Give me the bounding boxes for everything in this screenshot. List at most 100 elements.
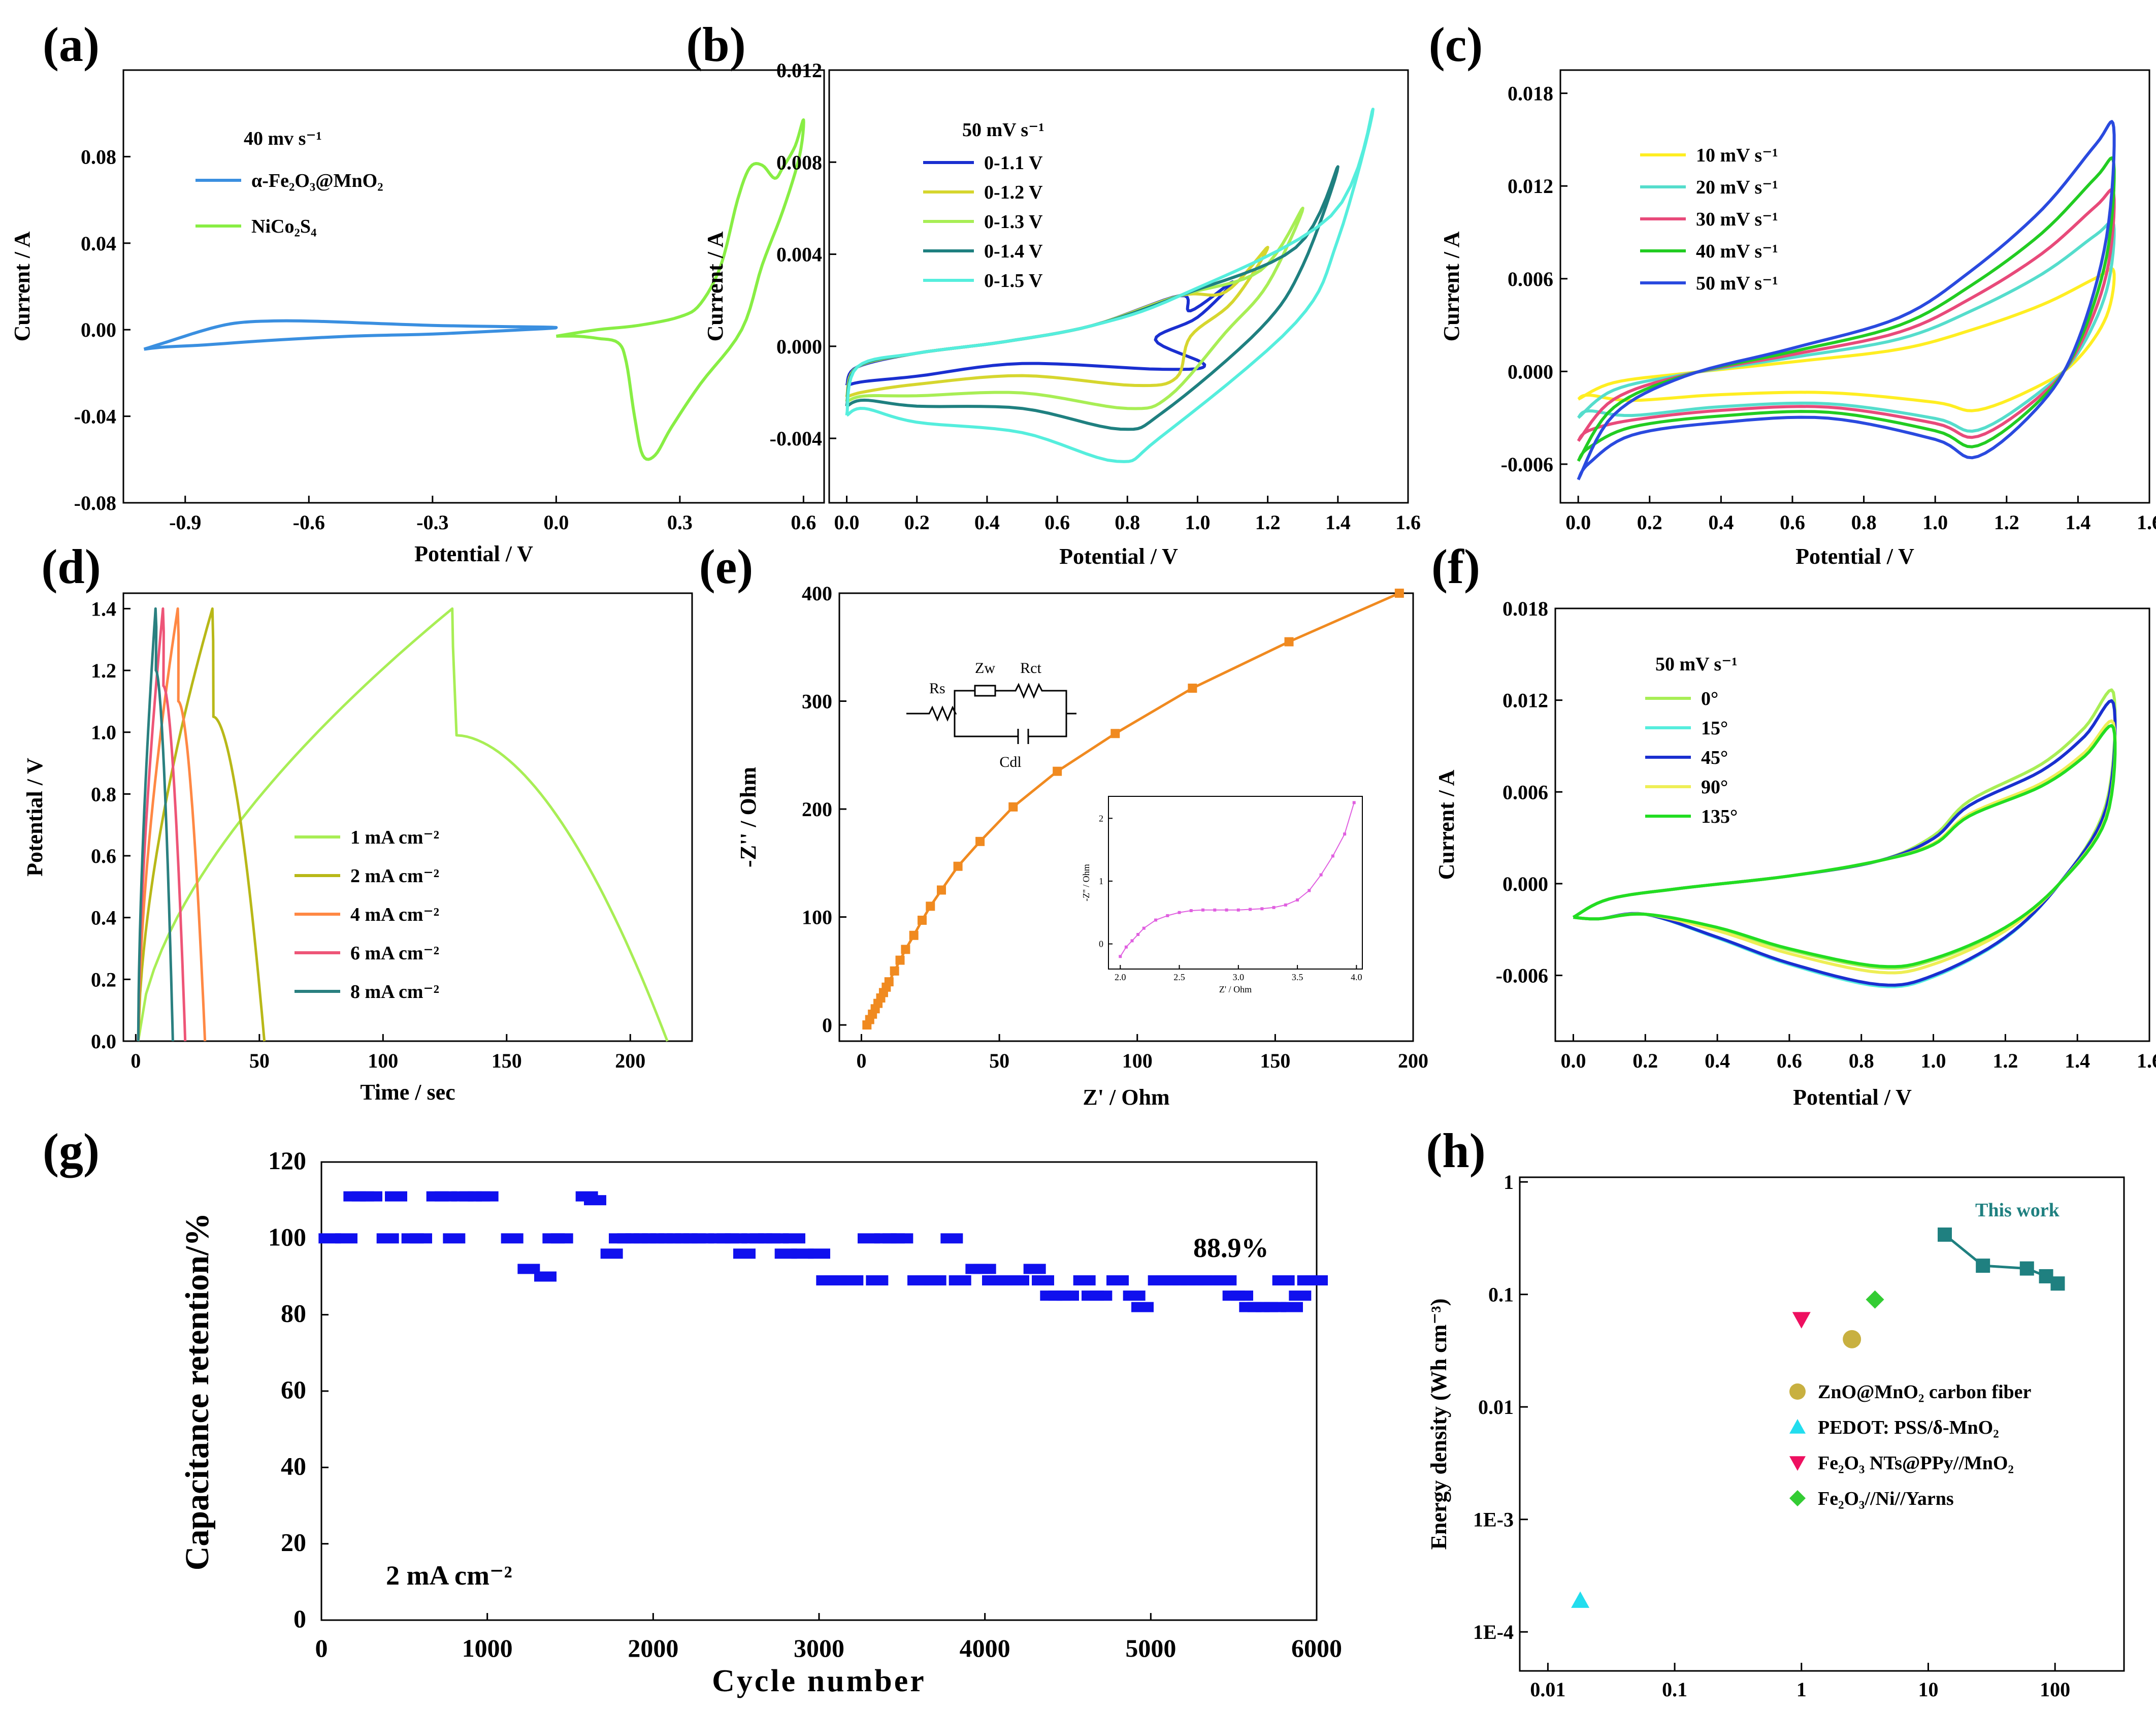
x-tick-label: 1.6: [2137, 1049, 2156, 1072]
inset-point: [1119, 955, 1122, 958]
x-tick-label: 0.4: [974, 511, 1000, 534]
x-tick-label: 0.0: [1565, 511, 1591, 534]
y-tick-label: 0.0: [91, 1030, 116, 1053]
y-tick-label: 80: [281, 1299, 306, 1328]
nyquist-point: [953, 861, 963, 871]
retention-point: [1023, 1264, 1046, 1274]
inset-point: [1249, 908, 1252, 911]
cv-curve: [1577, 219, 2116, 433]
annotation-current: 2 mA cm⁻²: [386, 1560, 512, 1591]
plot-frame: [828, 69, 1409, 504]
y-axis-label: Current / A: [703, 231, 728, 341]
legend-label: 0-1.1 V: [984, 152, 1043, 174]
nyquist-point: [1053, 766, 1062, 776]
legend-label: ZnO@MnO₂ carbon fiber: [1818, 1381, 2032, 1403]
x-axis-label: Potential / V: [414, 541, 533, 566]
inset-point: [1201, 908, 1205, 912]
nyquist-point: [1110, 729, 1120, 738]
legend-label: α-Fe₂O₃@MnO₂: [251, 170, 383, 191]
retention-point: [385, 1191, 407, 1202]
panel-label: (g): [43, 1123, 100, 1178]
retention-point: [1106, 1275, 1129, 1286]
plot-frame: [122, 592, 693, 1042]
y-tick-label: -0.08: [74, 492, 116, 514]
x-tick-label: 100: [1122, 1049, 1153, 1072]
x-tick-label: 10: [1918, 1678, 1938, 1701]
x-tick-label: 0.0: [543, 511, 569, 534]
legend-label: 0-1.2 V: [984, 182, 1043, 203]
retention-point: [1231, 1291, 1253, 1301]
y-tick-label: 20: [281, 1528, 306, 1557]
retention-point: [973, 1264, 996, 1274]
y-tick-label: 300: [802, 690, 832, 713]
inset-point: [1142, 926, 1146, 930]
panel-label: (a): [43, 17, 100, 72]
x-tick-label: 1.2: [1994, 511, 2019, 534]
inset-y-tick-label: 2: [1099, 813, 1103, 823]
inset-y-axis-label: -Z'' / Ohm: [1081, 864, 1091, 901]
retention-point: [808, 1248, 830, 1259]
circuit-wires: [906, 683, 1076, 737]
x-tick-label: 0.8: [1851, 511, 1877, 534]
retention-point: [534, 1271, 557, 1282]
legend-label: 0-1.3 V: [984, 211, 1043, 233]
this-work-label: This work: [1975, 1200, 2060, 1221]
circuit-label-zw: Zw: [975, 660, 995, 676]
retention-point: [1131, 1302, 1154, 1312]
inset-point: [1124, 945, 1128, 949]
legend-label: 90°: [1701, 777, 1728, 798]
legend-label: PEDOT: PSS/δ-MnO₂: [1818, 1417, 1999, 1438]
plot-frame: [838, 592, 1414, 1042]
y-tick-label: 0.2: [91, 968, 116, 991]
legend-label: 135°: [1701, 806, 1738, 827]
nyquist-point: [884, 977, 894, 987]
legend-marker: [1789, 1419, 1806, 1434]
retention-point: [335, 1233, 357, 1244]
x-tick-label: 0.2: [1632, 1049, 1658, 1072]
panel-5: (f) 0.0 0.2 0.4 0.6 0.8 1.0 1.2 1.4 1.6 -0.006 0.00…: [1431, 539, 2156, 1110]
x-tick-label: -0.3: [416, 511, 448, 534]
inset-point: [1260, 907, 1264, 911]
x-tick-label: 1.6: [1395, 511, 1421, 534]
data-marker: [1792, 1312, 1811, 1329]
annotation: 50 mV s⁻¹: [1655, 654, 1738, 675]
nyquist-point: [937, 885, 946, 895]
panel-label: (b): [686, 17, 745, 72]
inset-x-tick-label: 2.5: [1173, 972, 1185, 982]
inset-point: [1284, 903, 1287, 907]
retention-point: [1272, 1275, 1295, 1286]
inset-frame: [1108, 796, 1363, 970]
inset-point: [1319, 873, 1323, 877]
legend-marker: [1789, 1490, 1806, 1506]
plot-frame: [1559, 69, 2150, 504]
plot-frame: [122, 69, 825, 504]
nyquist-point: [909, 930, 919, 940]
retention-point: [476, 1191, 499, 1202]
x-axis-label: Cycle number: [712, 1664, 926, 1698]
y-tick-label: 60: [281, 1375, 306, 1404]
retention-point: [1289, 1291, 1312, 1301]
legend-label: 40 mV s⁻¹: [1696, 241, 1778, 262]
inset-point: [1352, 801, 1356, 804]
x-tick-label: 0.01: [1530, 1678, 1565, 1701]
cv-curve: [556, 118, 805, 461]
annotation: 50 mV s⁻¹: [962, 119, 1044, 141]
x-tick-label: -0.6: [293, 511, 325, 534]
inset-point: [1308, 889, 1311, 892]
x-tick-label: 2000: [628, 1634, 678, 1662]
legend-label: 0°: [1701, 688, 1718, 710]
y-tick-label: 0: [293, 1604, 306, 1633]
y-tick-label: 0.018: [1502, 597, 1548, 620]
x-tick-label: 1.2: [1255, 511, 1281, 534]
x-tick-label: 100: [2040, 1678, 2070, 1701]
inset-point: [1343, 832, 1347, 836]
x-tick-label: 4000: [960, 1634, 1010, 1662]
cv-curve: [845, 165, 1340, 431]
y-tick-label: 400: [802, 582, 832, 605]
x-tick-label: 1.6: [2137, 511, 2156, 534]
y-tick-label: 0.006: [1502, 781, 1548, 803]
legend-label: 2 mA cm⁻²: [350, 865, 439, 887]
y-tick-label: 0.006: [1508, 268, 1553, 291]
y-tick-label: 0.004: [776, 243, 822, 266]
